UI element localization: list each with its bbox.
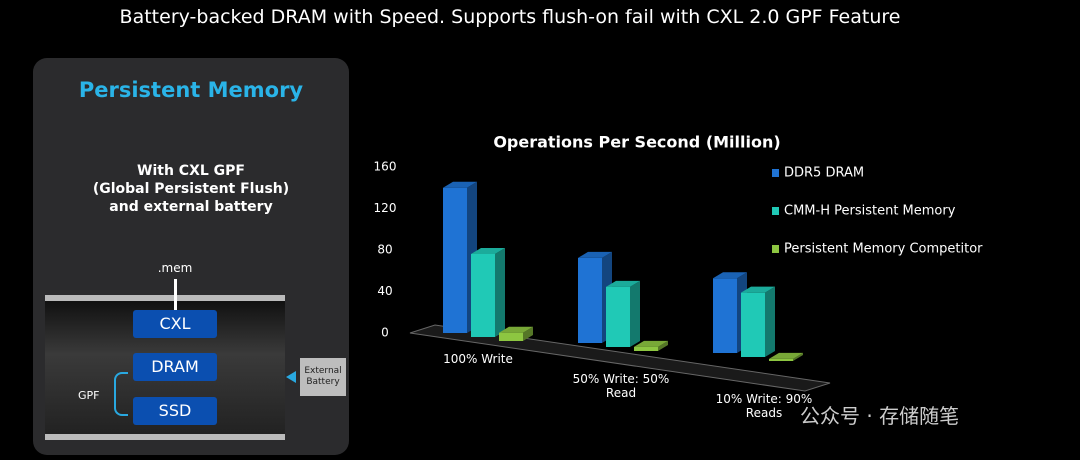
- slide-title: Battery-backed DRAM with Speed. Supports…: [119, 6, 901, 28]
- dram-box: DRAM: [133, 353, 217, 381]
- bar-side: [765, 286, 775, 357]
- bar-top: [499, 326, 533, 333]
- diagram-heading: Persistent Memory: [78, 78, 304, 102]
- bar-top: [769, 352, 803, 359]
- bar: [606, 286, 630, 347]
- bar: [499, 332, 523, 341]
- bar-top: [741, 286, 775, 293]
- legend-label: DDR5 DRAM: [784, 166, 864, 181]
- connector: [174, 279, 177, 311]
- bar-3d: [471, 248, 505, 337]
- bar: [634, 346, 658, 351]
- cxl-box: CXL: [133, 310, 217, 338]
- x-tick-wrap: 50% Write: 50% Read: [572, 372, 670, 400]
- gpf-label: GPF: [78, 389, 100, 402]
- y-tick-label: 120: [374, 201, 397, 215]
- bar: [471, 254, 495, 337]
- bar-top: [443, 181, 477, 188]
- legend-label: Persistent Memory Competitor: [784, 242, 983, 257]
- bar-top: [713, 272, 747, 279]
- bar-side: [495, 248, 505, 337]
- legend-swatch: [772, 245, 779, 253]
- bar: [443, 187, 467, 333]
- description-line: and external battery: [109, 199, 273, 215]
- bar-top: [634, 340, 668, 347]
- x-tick-label: 50% Write: 50% Read: [572, 372, 670, 400]
- battery-box: External Battery: [300, 358, 346, 396]
- floor: [409, 324, 831, 392]
- bar-3d: [606, 280, 640, 347]
- bar-3d: [769, 352, 803, 361]
- y-tick-label: 40: [377, 284, 392, 298]
- gpf-bracket: [114, 372, 128, 416]
- description-line: (Global Persistent Flush): [92, 181, 290, 197]
- x-tick-label: 100% Write: [443, 352, 513, 366]
- interface-label: .mem: [157, 261, 193, 275]
- bar-side: [630, 280, 640, 347]
- legend-swatch: [772, 169, 779, 177]
- y-tick-label: 0: [381, 326, 389, 340]
- x-tick-wrap: 100% Write: [443, 352, 513, 366]
- bar-side: [793, 352, 803, 361]
- battery-arrow: [286, 371, 296, 383]
- legend-label: CMM-H Persistent Memory: [784, 204, 956, 219]
- bar-top: [578, 251, 612, 258]
- y-tick-label: 160: [374, 160, 397, 174]
- ssd-box: SSD: [133, 397, 217, 425]
- chart-title: Operations Per Second (Million): [493, 133, 780, 152]
- bar-side: [658, 340, 668, 351]
- bar: [769, 358, 793, 361]
- legend-swatch: [772, 207, 779, 215]
- watermark: 公众号 · 存储随笔: [800, 404, 960, 428]
- bar-3d: [499, 326, 533, 341]
- bar-3d: [634, 340, 668, 351]
- bar-top: [606, 280, 640, 287]
- bar: [713, 278, 737, 353]
- bar-top: [471, 248, 505, 254]
- bar: [578, 257, 602, 343]
- bar: [741, 292, 765, 357]
- description-line: With CXL GPF: [137, 163, 245, 179]
- y-tick-label: 80: [377, 243, 392, 257]
- bar-3d: [741, 286, 775, 357]
- x-tick-label: 10% Write: 90% Reads: [715, 392, 813, 420]
- bar-side: [523, 326, 533, 341]
- x-tick-wrap: 10% Write: 90% Reads: [715, 392, 813, 420]
